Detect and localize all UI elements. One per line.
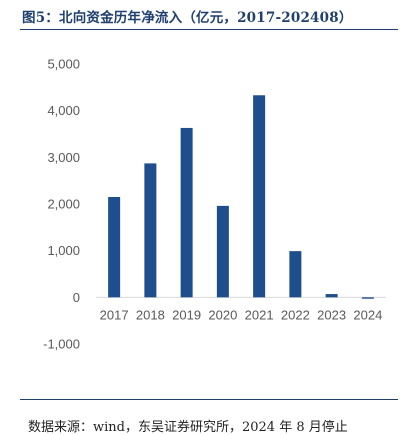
title-rule [20,29,398,30]
source-note: 数据来源：wind，东吴证券研究所，2024 年 8 月停止 [28,420,348,435]
y-tick-label: 5,000 [47,57,80,72]
y-tick-label: 3,000 [47,150,80,165]
bar-2024 [361,297,374,299]
x-tick-label: 2019 [172,307,201,322]
y-tick-label: 4,000 [47,103,80,118]
y-tick-label: 2,000 [47,197,80,212]
x-tick-label: 2020 [208,307,237,322]
x-tick-label: 2018 [136,307,165,322]
bar-2018 [144,163,157,298]
x-tick-label: 2024 [353,307,382,322]
y-tick-label: 0 [73,290,80,305]
figure-title: 图5：北向资金历年净流入（亿元，2017-202408） [22,10,353,26]
x-tick-label: 2022 [281,307,310,322]
y-tick-label: 1,000 [47,243,80,258]
bar-2021 [253,95,266,298]
x-tick-label: 2017 [100,307,129,322]
bar-2020 [216,205,229,298]
x-tick-label: 2023 [317,307,346,322]
bar-chart: -1,000 0 1,000 2,000 3,000 4,000 5,000 2017 2018… [43,57,386,352]
bar-2022 [289,251,302,298]
x-tick-label: 2021 [245,307,274,322]
bar-2017 [108,197,121,298]
bottom-rule [20,399,398,400]
bar-2023 [325,294,338,298]
y-tick-label: -1,000 [43,337,80,352]
bar-2019 [180,127,193,298]
